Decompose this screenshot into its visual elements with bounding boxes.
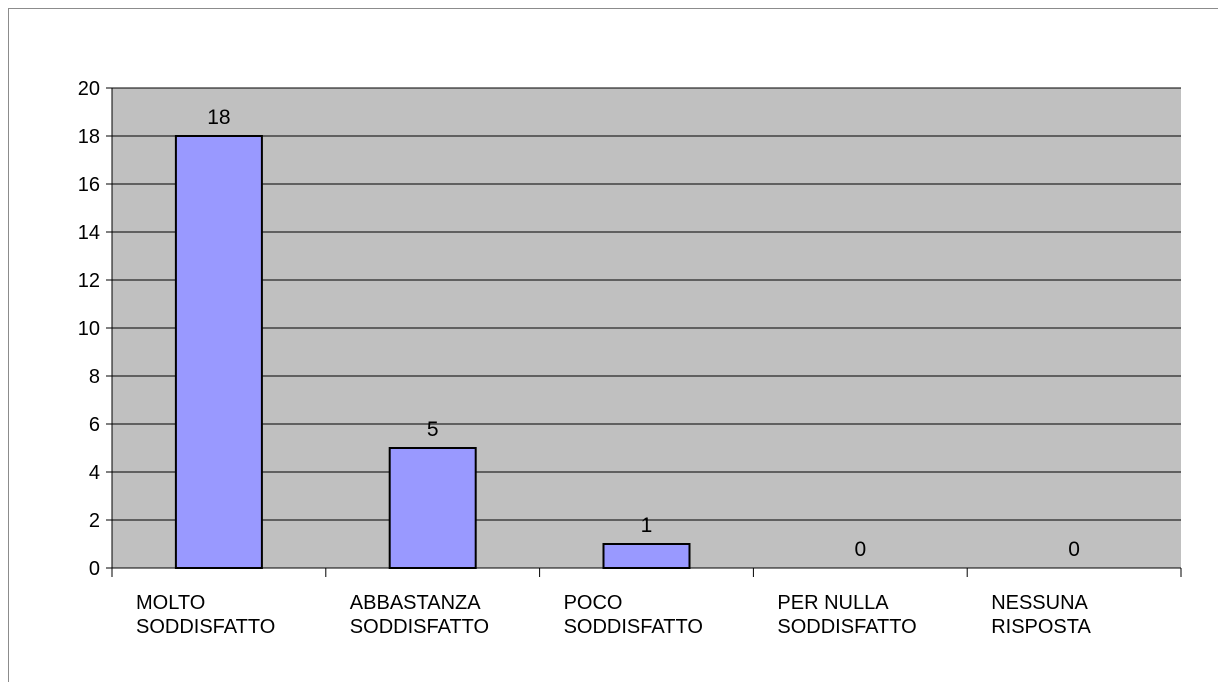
y-tick-label: 0 [89, 558, 100, 580]
y-axis-ticks: 0 2 4 6 8 10 12 14 16 18 20 [78, 78, 112, 580]
data-label: 5 [427, 418, 439, 441]
y-tick-label: 10 [78, 318, 100, 340]
y-tick-label: 8 [89, 366, 100, 388]
y-tick-label: 16 [78, 174, 100, 196]
y-tick-label: 14 [78, 222, 100, 244]
bars [174, 135, 691, 569]
x-tick-label: PER NULLA SODDISFATTO [777, 592, 916, 638]
bar [174, 135, 263, 569]
data-label: 0 [1068, 538, 1080, 561]
data-labels: 18 5 1 0 0 [207, 106, 1080, 561]
bar [602, 543, 691, 569]
data-label: 0 [854, 538, 866, 561]
x-tick-label: ABBASTANZA SODDISFATTO [350, 592, 489, 638]
x-axis-labels: MOLTO SODDISFATTO ABBASTANZA SODDISFATTO POC… [136, 592, 1092, 638]
x-tick-label: MOLTO SODDISFATTO [136, 592, 275, 638]
chart-frame [8, 8, 1218, 682]
y-tick-label: 6 [89, 414, 100, 436]
data-label: 18 [207, 106, 230, 129]
gridlines [112, 87, 1181, 521]
bar [388, 447, 477, 569]
x-tick-label: NESSUNA RISPOSTA [991, 592, 1091, 638]
x-tick-label: POCO SODDISFATTO [564, 592, 703, 638]
y-tick-label: 12 [78, 270, 100, 292]
data-label: 1 [641, 514, 653, 537]
y-tick-label: 20 [78, 78, 100, 100]
y-tick-label: 18 [78, 126, 100, 148]
y-tick-label: 2 [89, 510, 100, 532]
y-tick-label: 4 [89, 462, 100, 484]
